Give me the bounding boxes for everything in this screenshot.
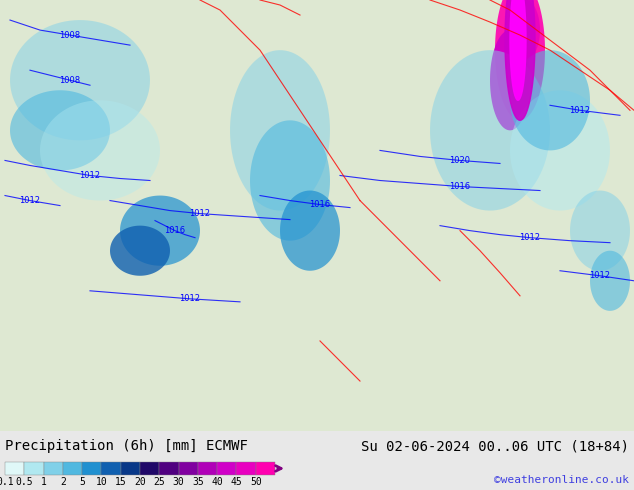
Polygon shape [110,225,170,276]
Text: 1008: 1008 [60,76,81,85]
Bar [24,462,44,475]
Text: 0.1: 0.1 [0,477,14,487]
Text: 1012: 1012 [569,106,590,115]
Text: 1012: 1012 [190,209,210,218]
Text: 45: 45 [231,477,242,487]
Bar [101,462,120,475]
Polygon shape [510,0,540,60]
Text: Su 02-06-2024 00..06 UTC (18+84): Su 02-06-2024 00..06 UTC (18+84) [361,439,629,453]
Text: 10: 10 [96,477,107,487]
Polygon shape [230,50,330,211]
Text: 1012: 1012 [20,196,41,205]
Text: 1016: 1016 [164,226,186,235]
Bar [63,462,82,475]
Text: 30: 30 [172,477,184,487]
Text: 1012: 1012 [179,294,200,303]
Text: 20: 20 [134,477,146,487]
Polygon shape [495,0,545,121]
Polygon shape [505,0,535,121]
Polygon shape [40,100,160,200]
Text: 50: 50 [250,477,262,487]
Polygon shape [0,0,634,431]
Bar [82,462,101,475]
Text: 1012: 1012 [79,171,101,180]
Text: 0.5: 0.5 [15,477,33,487]
Text: 1020: 1020 [450,156,470,165]
Text: 1: 1 [41,477,46,487]
Text: 1008: 1008 [60,30,81,40]
Polygon shape [10,90,110,171]
Text: ©weatheronline.co.uk: ©weatheronline.co.uk [494,475,629,485]
Text: 40: 40 [211,477,223,487]
Bar [256,462,275,475]
Polygon shape [570,191,630,271]
Text: Precipitation (6h) [mm] ECMWF: Precipitation (6h) [mm] ECMWF [5,439,248,453]
Bar [5,462,24,475]
Text: 15: 15 [115,477,127,487]
Polygon shape [10,20,150,140]
Polygon shape [490,30,530,130]
Polygon shape [120,196,200,266]
Polygon shape [250,121,330,241]
Polygon shape [510,0,526,100]
Text: 5: 5 [79,477,85,487]
Bar [236,462,256,475]
Text: 1012: 1012 [519,233,541,242]
Polygon shape [430,50,550,211]
Polygon shape [590,251,630,311]
Text: 25: 25 [153,477,165,487]
Bar [44,462,63,475]
Text: 1012: 1012 [590,271,611,280]
Bar [198,462,217,475]
Text: 35: 35 [192,477,204,487]
Text: 1016: 1016 [309,200,330,209]
Text: 2: 2 [60,477,66,487]
Bar [120,462,140,475]
Polygon shape [510,90,610,211]
Text: 1016: 1016 [450,182,470,191]
Bar [217,462,236,475]
Polygon shape [510,50,590,150]
Bar [179,462,198,475]
Bar [159,462,179,475]
Polygon shape [280,191,340,271]
Bar [140,462,159,475]
